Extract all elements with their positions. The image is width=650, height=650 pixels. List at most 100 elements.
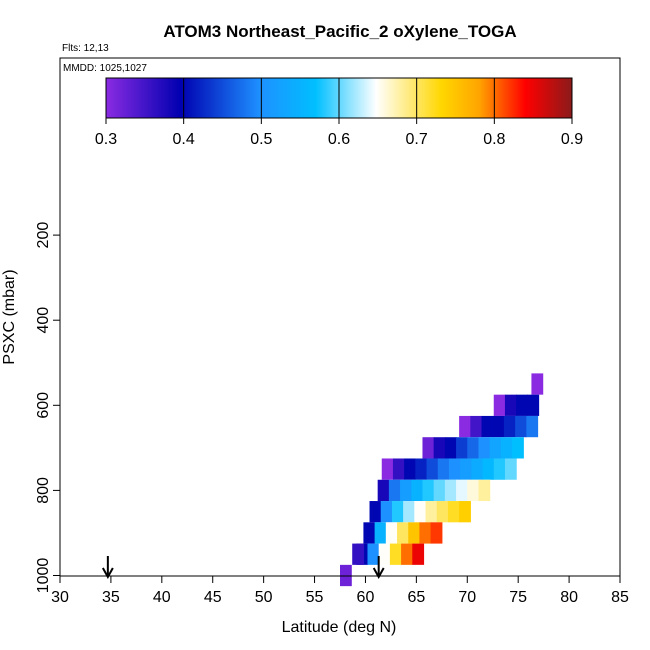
data-cell	[391, 501, 404, 523]
data-cell	[378, 543, 391, 565]
x-tick-label: 50	[255, 589, 273, 606]
x-tick-label: 55	[306, 589, 324, 606]
data-cell	[389, 543, 402, 565]
y-tick-label: 200	[35, 222, 52, 249]
x-tick-label: 70	[458, 589, 476, 606]
colorbar-tick-label: 0.8	[483, 131, 505, 148]
data-cell	[422, 437, 435, 459]
axes: 30 35 40 45 50 55 60 65 70 75 80 85 200 400 600 800 1000	[35, 222, 629, 606]
data-cell	[482, 458, 495, 480]
data-cell	[411, 479, 424, 502]
data-cell	[380, 501, 393, 523]
data-cell	[512, 437, 524, 459]
data-cells	[340, 373, 544, 587]
data-cell	[492, 415, 505, 438]
data-cell	[470, 415, 483, 438]
data-cell	[478, 479, 491, 502]
x-tick-label: 35	[102, 589, 120, 606]
data-cell	[388, 479, 401, 502]
data-cell	[414, 501, 427, 523]
data-cell	[456, 479, 468, 502]
latitude-markers	[101, 556, 385, 580]
colorbar-tick-label: 0.5	[250, 131, 272, 148]
data-cell	[412, 543, 425, 565]
colorbar-tick-label: 0.6	[328, 131, 350, 148]
data-cell	[436, 501, 449, 523]
x-tick-label: 45	[204, 589, 222, 606]
data-cell	[504, 458, 517, 480]
x-tick-label: 65	[407, 589, 425, 606]
data-cell	[385, 522, 398, 544]
chart-title: ATOM3 Northeast_Pacific_2 oXylene_TOGA	[163, 22, 516, 41]
data-cell	[397, 522, 409, 544]
data-cell	[447, 501, 460, 523]
data-cell	[467, 479, 480, 502]
data-cell	[404, 458, 416, 480]
marker-arrow-head	[372, 567, 385, 580]
data-cell	[374, 522, 387, 544]
data-cell	[493, 394, 506, 416]
data-cell	[504, 394, 517, 416]
x-tick-label: 85	[611, 589, 629, 606]
y-tick-label: 800	[35, 477, 52, 504]
mmdd-label: MMDD: 1025,1027	[63, 63, 147, 74]
data-cell	[456, 437, 468, 459]
data-cell	[377, 479, 390, 502]
data-cell	[527, 394, 540, 416]
data-cell	[363, 522, 376, 544]
colorbar-tick-label: 0.7	[406, 131, 428, 148]
data-cell	[444, 479, 457, 502]
data-cell	[433, 437, 446, 459]
data-cell	[515, 415, 527, 438]
data-cell	[460, 458, 472, 480]
data-cell	[392, 458, 405, 480]
data-cell	[444, 437, 457, 459]
data-cell	[503, 415, 516, 438]
data-cell	[422, 479, 435, 502]
x-tick-label: 80	[560, 589, 578, 606]
data-cell	[426, 458, 439, 480]
data-cell	[493, 458, 506, 480]
data-cell	[367, 543, 380, 565]
x-tick-label: 40	[153, 589, 171, 606]
data-cell	[531, 373, 544, 395]
flights-label: Flts: 12,13	[62, 43, 109, 54]
y-tick-label: 1000	[35, 558, 52, 594]
data-cell	[419, 522, 432, 544]
data-cell	[425, 501, 438, 523]
data-cell	[478, 437, 491, 459]
data-cell	[459, 415, 471, 438]
data-cell	[415, 458, 428, 480]
data-cell	[437, 458, 450, 480]
x-tick-label: 30	[51, 589, 69, 606]
colorbar-tick-label: 0.3	[95, 131, 117, 148]
x-tick-label: 75	[509, 589, 527, 606]
data-cell	[400, 479, 412, 502]
data-cell	[526, 415, 539, 438]
data-cell	[401, 543, 413, 565]
y-axis-label: PSXC (mbar)	[1, 269, 18, 364]
data-cell	[408, 522, 421, 544]
x-axis-label: Latitude (deg N)	[282, 619, 397, 636]
data-cell	[403, 501, 415, 523]
colorbar-tick-label: 0.4	[173, 131, 195, 148]
marker-arrow-head	[101, 567, 114, 580]
data-cell	[467, 437, 480, 459]
data-cell	[352, 543, 365, 565]
data-cell	[430, 522, 443, 544]
colorbar-tick-label: 0.9	[561, 131, 583, 148]
data-cell	[459, 501, 471, 523]
data-cell	[369, 501, 382, 523]
data-cell	[489, 437, 502, 459]
data-cell	[516, 394, 528, 416]
data-cell	[381, 458, 394, 480]
data-cell	[433, 479, 446, 502]
x-tick-label: 60	[357, 589, 375, 606]
y-tick-label: 400	[35, 307, 52, 334]
data-cell	[448, 458, 461, 480]
y-tick-label: 600	[35, 392, 52, 419]
data-cell	[500, 437, 513, 459]
data-cell	[481, 415, 494, 438]
colorbar: 0.3 0.4 0.5 0.6 0.7 0.8 0.9	[95, 77, 583, 148]
